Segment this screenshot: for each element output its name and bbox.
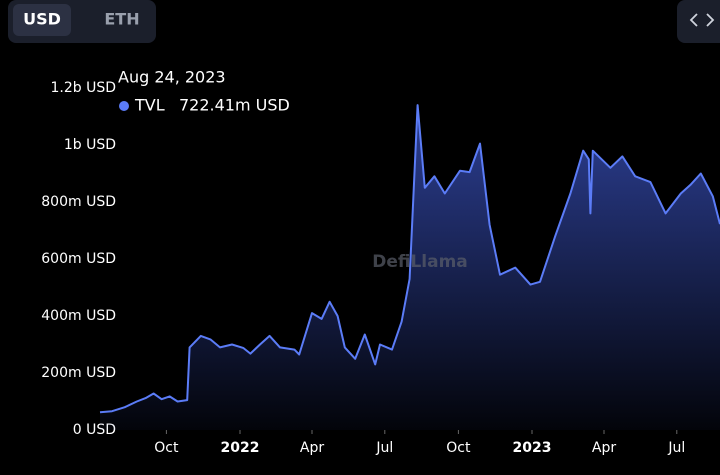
tooltip-value: 722.41m USD: [179, 96, 290, 115]
y-tick-label: 800m USD: [41, 194, 116, 210]
y-tick-label: 600m USD: [41, 251, 116, 267]
y-tick-label: 400m USD: [41, 308, 116, 324]
y-tick-label: 1b USD: [64, 137, 116, 153]
tooltip-series: TVL: [134, 96, 165, 115]
y-tick-label: 200m USD: [41, 365, 116, 381]
embed-button[interactable]: [677, 0, 720, 43]
x-tick-label: 2022: [221, 440, 260, 456]
currency-option[interactable]: USD: [23, 10, 61, 29]
line: [99, 104, 720, 414]
x-tick-label: Oct: [154, 440, 179, 456]
x-tick-label: Jul: [375, 440, 393, 456]
currency-selected: [13, 4, 71, 36]
tooltip-date: Aug 24, 2023: [118, 68, 226, 87]
y-tick-label: 1.2b USD: [50, 80, 116, 96]
x-tick-label: Jul: [667, 440, 685, 456]
watermark: DefiLlama: [372, 252, 468, 272]
x-tick-label: Apr: [592, 440, 616, 456]
overlay: DefiLlama Aug 24, 2023 TVL 722.41m USD: [118, 68, 468, 273]
x-tick-label: Apr: [300, 440, 324, 456]
x-tick-label: 2023: [513, 440, 552, 456]
x-tick-label: Oct: [446, 440, 471, 456]
embed-icon: [689, 13, 715, 27]
tooltip-dot: [119, 101, 129, 111]
currency-option[interactable]: ETH: [104, 10, 139, 29]
area: [100, 105, 720, 430]
